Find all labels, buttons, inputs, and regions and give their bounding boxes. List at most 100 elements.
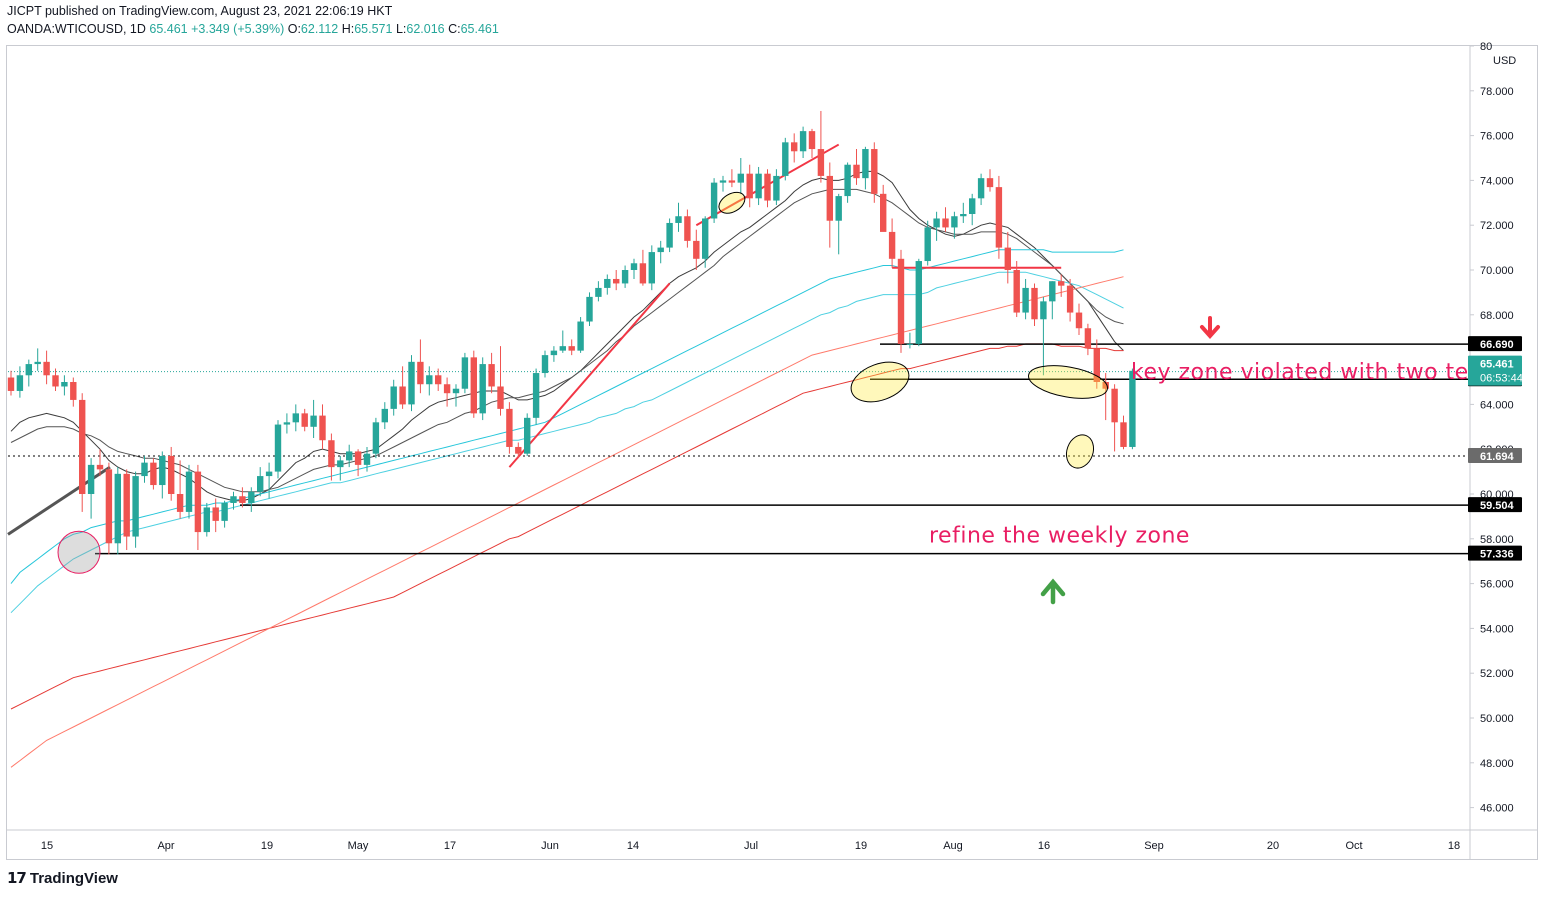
candle[interactable] (666, 218, 673, 253)
candle[interactable] (354, 449, 362, 477)
candle[interactable] (969, 193, 976, 226)
candle[interactable] (595, 281, 602, 302)
candle[interactable] (194, 464, 202, 550)
candle[interactable] (105, 462, 113, 555)
candle[interactable] (702, 216, 709, 268)
candle[interactable] (817, 110, 825, 183)
candle[interactable] (292, 404, 299, 432)
candle[interactable] (1031, 283, 1038, 326)
annotation-refine-zone[interactable]: refine the weekly zone (929, 523, 1190, 548)
candle[interactable] (639, 249, 647, 286)
candle[interactable] (301, 408, 308, 432)
candle[interactable] (524, 413, 531, 456)
candle[interactable] (906, 332, 914, 349)
grey-trend-line[interactable] (7, 465, 111, 536)
candle[interactable] (159, 451, 166, 499)
candle[interactable] (532, 368, 540, 425)
candle[interactable] (337, 455, 344, 481)
candle[interactable] (43, 350, 50, 385)
candle[interactable] (737, 158, 744, 194)
candle[interactable] (399, 366, 406, 409)
candle[interactable] (479, 357, 486, 421)
candle[interactable] (239, 487, 246, 508)
candle[interactable] (363, 446, 371, 472)
candle[interactable] (61, 375, 68, 396)
candle[interactable] (719, 175, 727, 192)
candle[interactable] (541, 350, 549, 378)
candle[interactable] (995, 175, 1003, 259)
symbol-name[interactable]: OANDA:WTICOUSD, 1D (7, 22, 146, 36)
candle[interactable] (942, 207, 949, 232)
highlight-ellipse[interactable] (1062, 431, 1098, 472)
candle[interactable] (248, 487, 255, 512)
highlight-ellipse[interactable] (715, 188, 748, 218)
candle[interactable] (141, 455, 148, 483)
candle[interactable] (346, 444, 353, 468)
candle[interactable] (799, 126, 807, 158)
candle[interactable] (1066, 278, 1074, 322)
candle[interactable] (70, 377, 77, 407)
candle[interactable] (773, 169, 780, 206)
candle[interactable] (862, 146, 869, 190)
candle[interactable] (604, 274, 611, 295)
candle[interactable] (274, 420, 282, 479)
candle[interactable] (986, 169, 994, 192)
candle[interactable] (328, 433, 335, 481)
candle[interactable] (960, 202, 967, 223)
candle[interactable] (568, 339, 575, 356)
candle[interactable] (390, 379, 397, 416)
candle[interactable] (951, 211, 958, 239)
candle[interactable] (150, 458, 157, 490)
candle[interactable] (87, 458, 95, 519)
candle[interactable] (577, 317, 584, 353)
currency-label[interactable]: USD (1493, 55, 1516, 67)
candle[interactable] (844, 162, 851, 203)
candle[interactable] (897, 249, 905, 353)
candle[interactable] (168, 446, 175, 501)
candle[interactable] (710, 178, 718, 223)
candle[interactable] (435, 368, 442, 391)
candle[interactable] (265, 462, 273, 499)
candle[interactable] (1058, 274, 1065, 297)
candle[interactable] (1040, 296, 1047, 376)
candle[interactable] (16, 366, 24, 398)
candle[interactable] (621, 265, 629, 288)
candle[interactable] (203, 502, 210, 537)
candle[interactable] (1129, 368, 1136, 450)
candle[interactable] (257, 467, 264, 497)
candle[interactable] (114, 467, 121, 555)
candle[interactable] (34, 348, 41, 371)
candle[interactable] (443, 377, 451, 407)
candle[interactable] (977, 173, 985, 206)
candle[interactable] (310, 399, 317, 438)
candle[interactable] (506, 402, 513, 454)
candle[interactable] (497, 346, 504, 416)
candle[interactable] (185, 464, 193, 519)
candle[interactable] (915, 258, 922, 347)
candle[interactable] (755, 166, 762, 206)
candle[interactable] (319, 404, 326, 450)
candle[interactable] (684, 209, 691, 248)
candle[interactable] (470, 350, 477, 418)
candle[interactable] (408, 355, 415, 412)
candle[interactable] (132, 471, 139, 548)
candle[interactable] (693, 229, 700, 270)
candle[interactable] (675, 202, 682, 232)
candle[interactable] (7, 370, 15, 396)
candle[interactable] (515, 442, 522, 459)
candle[interactable] (933, 211, 940, 241)
trend-line-1[interactable] (508, 282, 671, 468)
candle[interactable] (52, 368, 59, 391)
arrow-up-icon[interactable] (1040, 578, 1066, 605)
candle[interactable] (835, 193, 842, 255)
candle[interactable] (230, 491, 237, 510)
candle[interactable] (123, 469, 130, 550)
candle[interactable] (1049, 281, 1056, 320)
candle[interactable] (1022, 278, 1029, 320)
highlight-circle[interactable] (57, 530, 101, 574)
candle[interactable] (871, 142, 878, 203)
candle[interactable] (924, 220, 931, 266)
candle[interactable] (782, 137, 789, 181)
candle[interactable] (808, 128, 816, 158)
candle[interactable] (212, 498, 219, 533)
